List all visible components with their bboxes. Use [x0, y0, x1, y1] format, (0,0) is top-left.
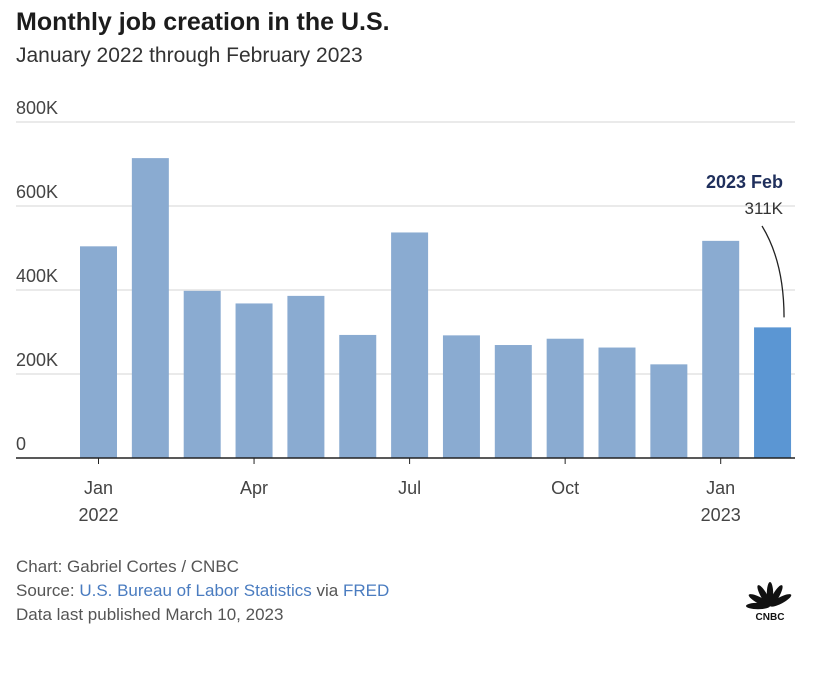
y-tick-label: 0	[16, 434, 26, 454]
cnbc-logo: CNBC	[746, 582, 792, 623]
bar	[494, 345, 532, 458]
x-tick-label: Jan	[706, 478, 735, 498]
bar	[287, 295, 325, 458]
chart-title: Monthly job creation in the U.S.	[16, 8, 390, 36]
peacock-logo-icon	[746, 582, 792, 610]
bar	[183, 290, 221, 458]
bls-link[interactable]: U.S. Bureau of Labor Statistics	[79, 581, 312, 600]
annotation-title: 2023 Feb	[706, 172, 783, 192]
source-via: via	[311, 581, 343, 600]
bar	[80, 246, 117, 458]
x-tick-label-year: 2023	[701, 505, 741, 525]
chart-footer: Chart: Gabriel Cortes / CNBC Source: U.S…	[16, 555, 389, 627]
y-tick-label: 400K	[16, 266, 58, 286]
annotation-value: 311K	[745, 199, 784, 218]
x-tick-label: Oct	[551, 478, 579, 498]
bar	[442, 335, 480, 458]
y-tick-label: 600K	[16, 182, 58, 202]
x-tick-label: Jul	[398, 478, 421, 498]
bar	[235, 303, 273, 458]
bar	[131, 158, 169, 458]
bar-chart: 0 200K 400K 600K 800K Jan 2022 Apr Jul Oct Jan 2023…	[16, 98, 795, 525]
source-prefix: Source:	[16, 581, 80, 600]
bar	[702, 240, 740, 458]
source-line: Source: U.S. Bureau of Labor Statistics …	[16, 579, 389, 603]
bar	[546, 338, 584, 458]
bar	[339, 334, 377, 458]
logo-text: CNBC	[756, 612, 785, 623]
credit-line: Chart: Gabriel Cortes / CNBC	[16, 557, 239, 576]
bar	[391, 232, 429, 458]
chart-subtitle: January 2022 through February 2023	[16, 44, 363, 67]
bar	[650, 364, 688, 458]
fred-link[interactable]: FRED	[342, 581, 390, 600]
x-tick-label-year: 2022	[78, 505, 118, 525]
y-tick-label: 800K	[16, 98, 58, 118]
bar	[754, 327, 792, 458]
annotation-connector	[761, 225, 785, 318]
bar	[598, 347, 636, 458]
y-tick-label: 200K	[16, 350, 58, 370]
published-line: Data last published March 10, 2023	[16, 605, 284, 624]
x-tick-label: Jan	[84, 478, 113, 498]
x-tick-label: Apr	[240, 478, 268, 498]
